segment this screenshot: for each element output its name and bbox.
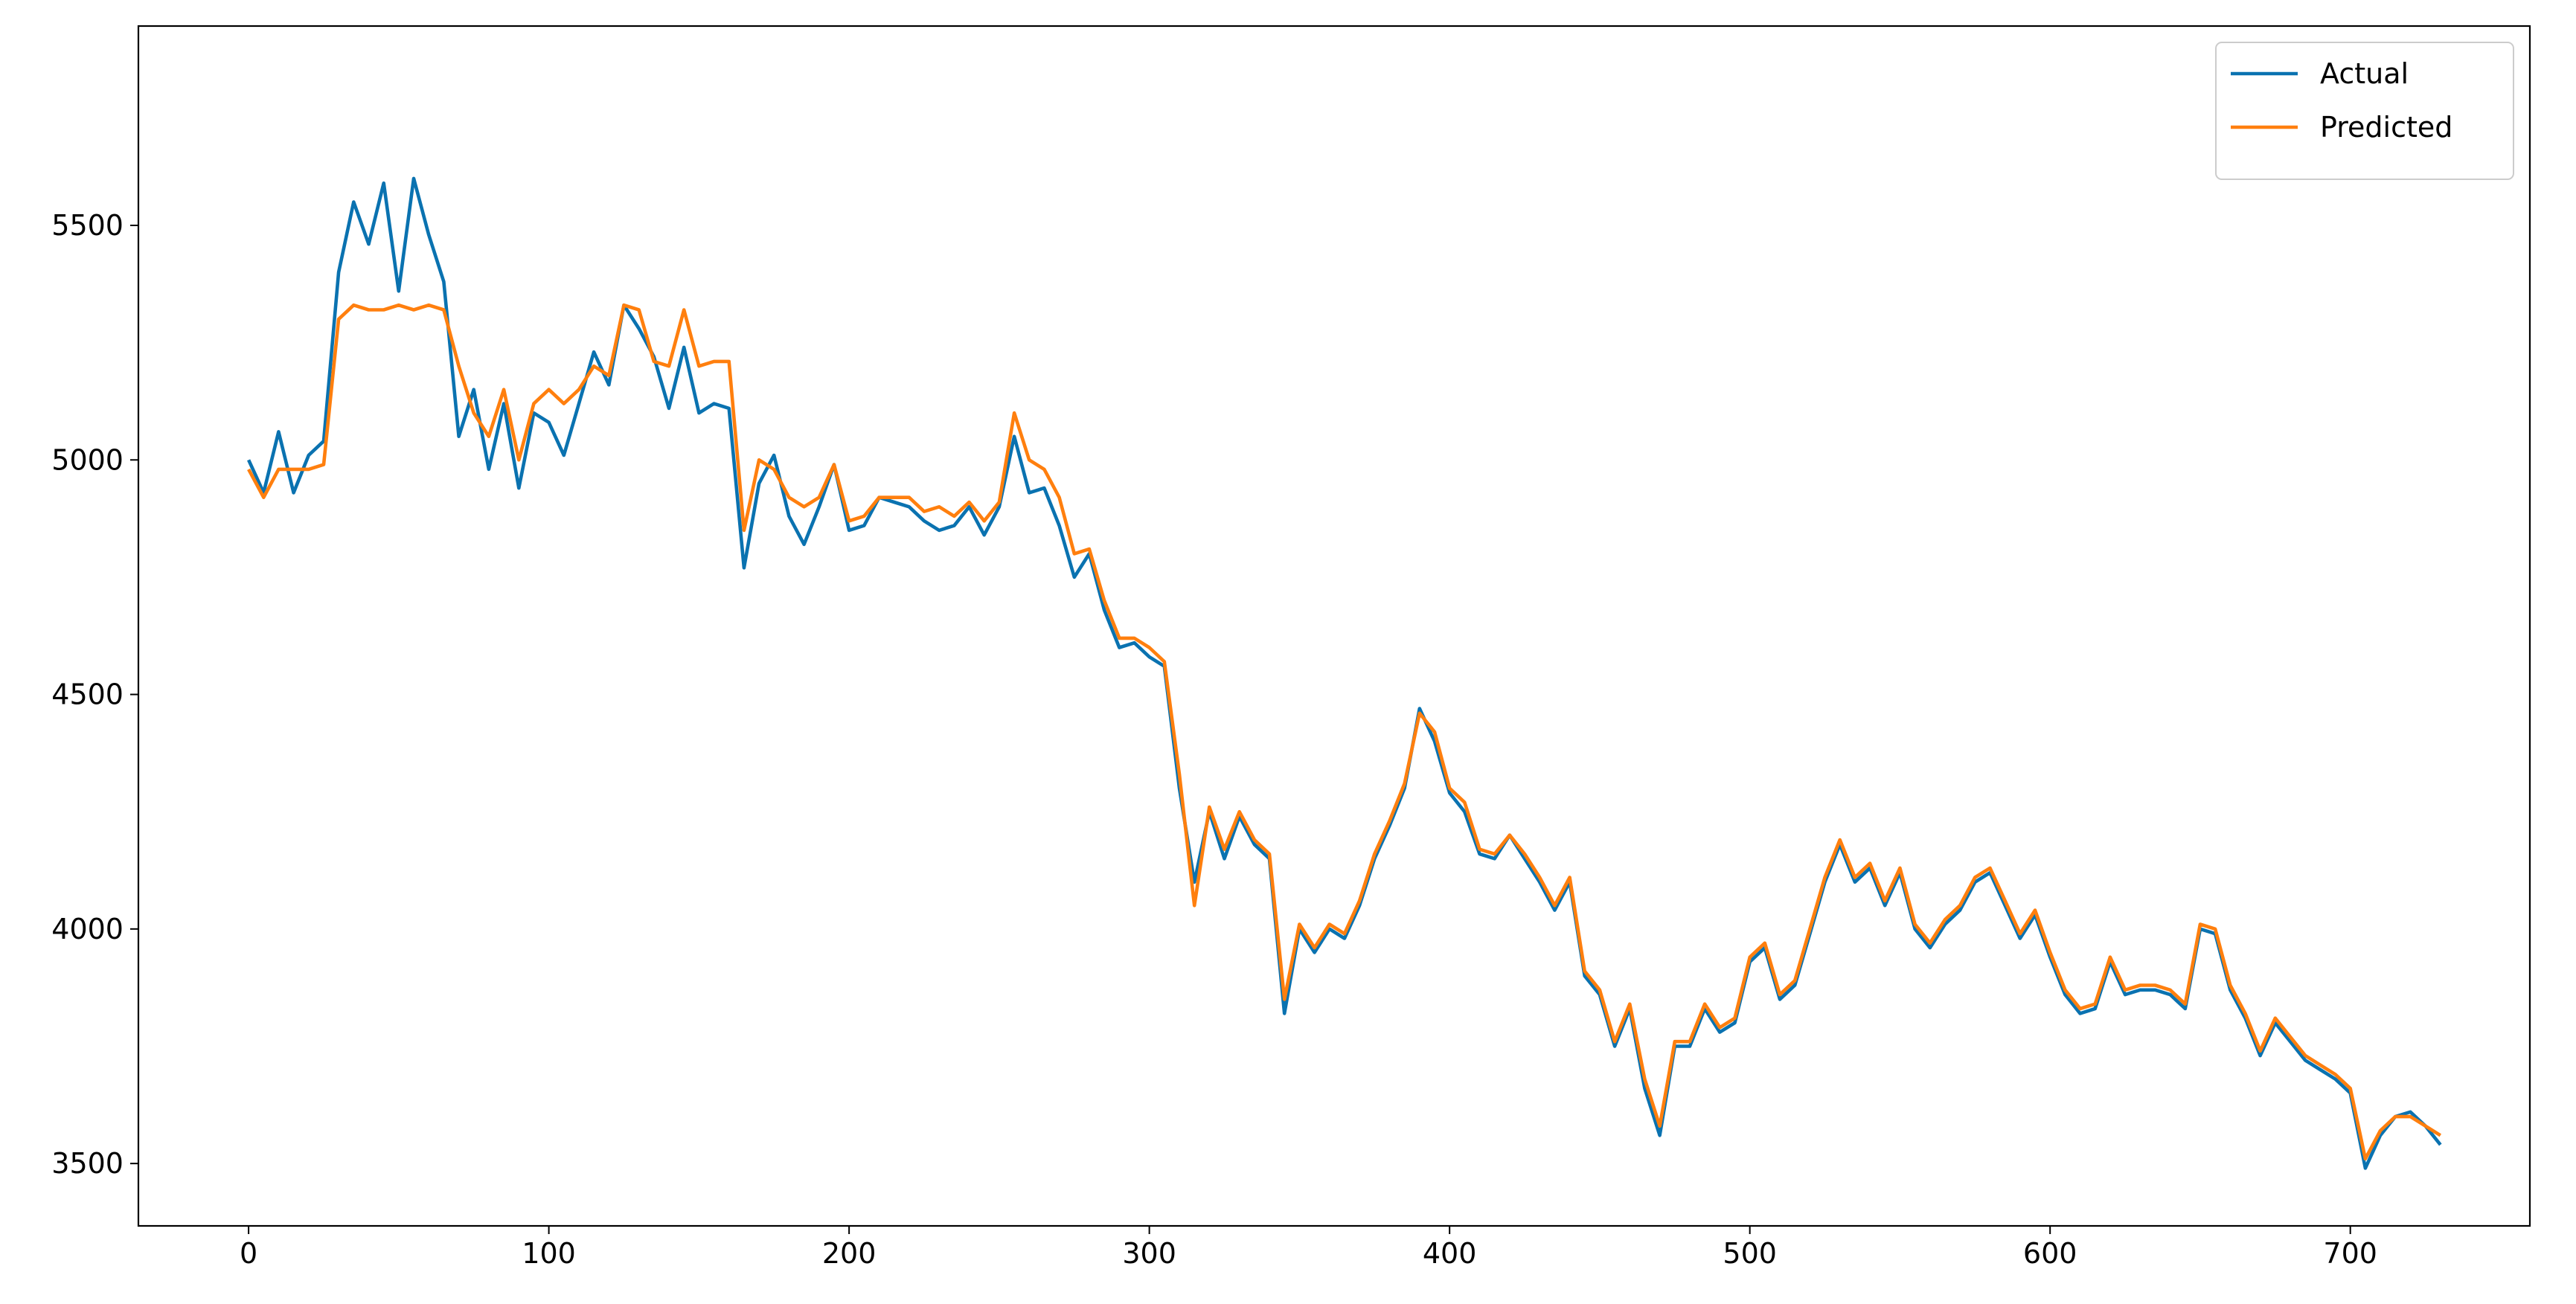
x-tick-label: 300: [1122, 1237, 1176, 1270]
y-tick-label: 5500: [51, 209, 124, 242]
legend-box: [2215, 42, 2514, 180]
x-tick-label: 400: [1423, 1237, 1477, 1270]
y-tick-label: 3500: [51, 1147, 124, 1180]
x-tick-label: 100: [522, 1237, 576, 1270]
x-tick-label: 700: [2323, 1237, 2377, 1270]
y-tick-label: 5000: [51, 443, 124, 476]
x-tick-label: 600: [2023, 1237, 2077, 1270]
legend-label: Actual: [2320, 57, 2409, 90]
legend-label: Predicted: [2320, 111, 2452, 144]
x-tick-label: 200: [822, 1237, 877, 1270]
y-tick-label: 4500: [51, 678, 124, 711]
series-line: [247, 303, 2442, 1161]
series-line: [247, 176, 2442, 1170]
plot-frame: [137, 25, 2531, 1227]
x-tick-label: 500: [1723, 1237, 1777, 1270]
x-tick-label: 0: [240, 1237, 257, 1270]
y-tick-label: 4000: [51, 913, 124, 945]
